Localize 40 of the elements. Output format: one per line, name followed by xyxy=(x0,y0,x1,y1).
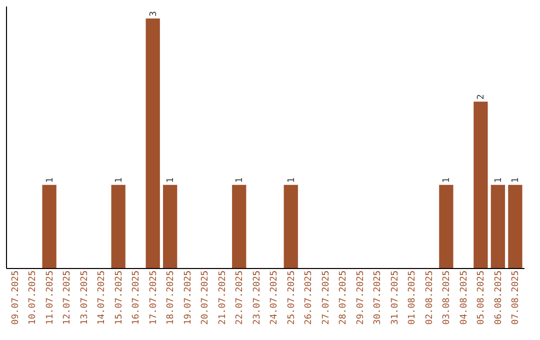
x-tick-label: 30.07.2025 xyxy=(373,270,384,325)
data-label: 2 xyxy=(476,94,487,100)
data-label: 1 xyxy=(235,177,246,183)
x-tick-label: 20.07.2025 xyxy=(200,270,211,325)
x-tick-label: 11.07.2025 xyxy=(45,270,56,325)
x-tick-label: 06.08.2025 xyxy=(494,270,504,325)
x-tick-label: 24.07.2025 xyxy=(270,270,280,325)
x-tick-label: 31.07.2025 xyxy=(390,270,400,325)
data-label: 1 xyxy=(494,177,504,183)
x-tick-label: 10.07.2025 xyxy=(28,270,38,325)
x-tick-label: 09.07.2025 xyxy=(10,270,21,325)
x-tick-label: 03.08.2025 xyxy=(442,270,452,325)
x-tick-label: 02.08.2025 xyxy=(424,270,435,325)
x-tick-label: 19.07.2025 xyxy=(183,270,194,325)
data-label: 1 xyxy=(286,177,297,183)
x-tick-label: 17.07.2025 xyxy=(148,270,159,325)
x-tick-label: 28.07.2025 xyxy=(338,270,349,325)
x-tick-label: 27.07.2025 xyxy=(321,270,332,325)
x-tick-label: 21.07.2025 xyxy=(218,270,228,325)
data-label: 1 xyxy=(45,177,56,183)
data-label: 3 xyxy=(148,11,159,16)
x-tick-label: 23.07.2025 xyxy=(252,270,262,325)
x-tick-label: 01.08.2025 xyxy=(408,270,418,325)
x-tick-label: 14.07.2025 xyxy=(97,270,108,325)
x-tick-label: 18.07.2025 xyxy=(166,270,176,325)
x-tick-label: 13.07.2025 xyxy=(80,270,90,325)
data-label: 1 xyxy=(166,177,176,183)
x-tick-label: 07.08.2025 xyxy=(511,270,522,325)
x-tick-label: 05.08.2025 xyxy=(476,270,487,325)
x-tick-label: 16.07.2025 xyxy=(132,270,142,325)
data-label: 1 xyxy=(511,177,522,183)
x-tick-label: 25.07.2025 xyxy=(286,270,297,325)
x-tick-label: 12.07.2025 xyxy=(62,270,73,325)
x-tick-label: 26.07.2025 xyxy=(304,270,314,325)
data-label: 1 xyxy=(114,177,124,183)
data-label: 1 xyxy=(442,177,452,183)
x-tick-label: 04.08.2025 xyxy=(459,270,470,325)
x-tick-label: 29.07.2025 xyxy=(356,270,366,325)
x-tick-label: 15.07.2025 xyxy=(114,270,124,325)
x-tick-label: 22.07.2025 xyxy=(235,270,246,325)
